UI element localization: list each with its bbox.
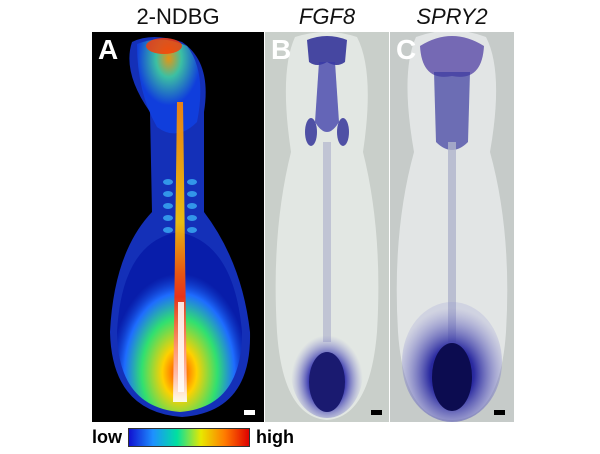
- panel-a-heatmap: A: [92, 32, 264, 422]
- panel-b-in-situ: B: [265, 32, 389, 422]
- panel-a-title: 2-NDBG: [136, 4, 220, 29]
- panel-b-embryo-image: [275, 32, 379, 420]
- legend-gradient-bar: [128, 427, 250, 447]
- panel-c-letter: C: [396, 34, 417, 65]
- panel-b-scale-bar: [371, 410, 382, 415]
- panel-c-in-situ: C: [390, 32, 514, 422]
- legend-low-label: low: [92, 426, 122, 447]
- panel-c-embryo-image: [396, 32, 508, 422]
- panel-a-letter: A: [98, 34, 119, 65]
- panel-b-letter: B: [271, 34, 292, 65]
- panel-c-scale-bar: [494, 410, 505, 415]
- panel-a-scale-bar: [244, 410, 255, 415]
- panel-b-title: FGF8: [298, 4, 356, 29]
- panel-a-embryo-image: [110, 37, 251, 417]
- legend-high-label: high: [256, 426, 294, 447]
- heatmap-legend: low high: [92, 424, 294, 450]
- panel-c-title: SPRY2: [416, 4, 488, 29]
